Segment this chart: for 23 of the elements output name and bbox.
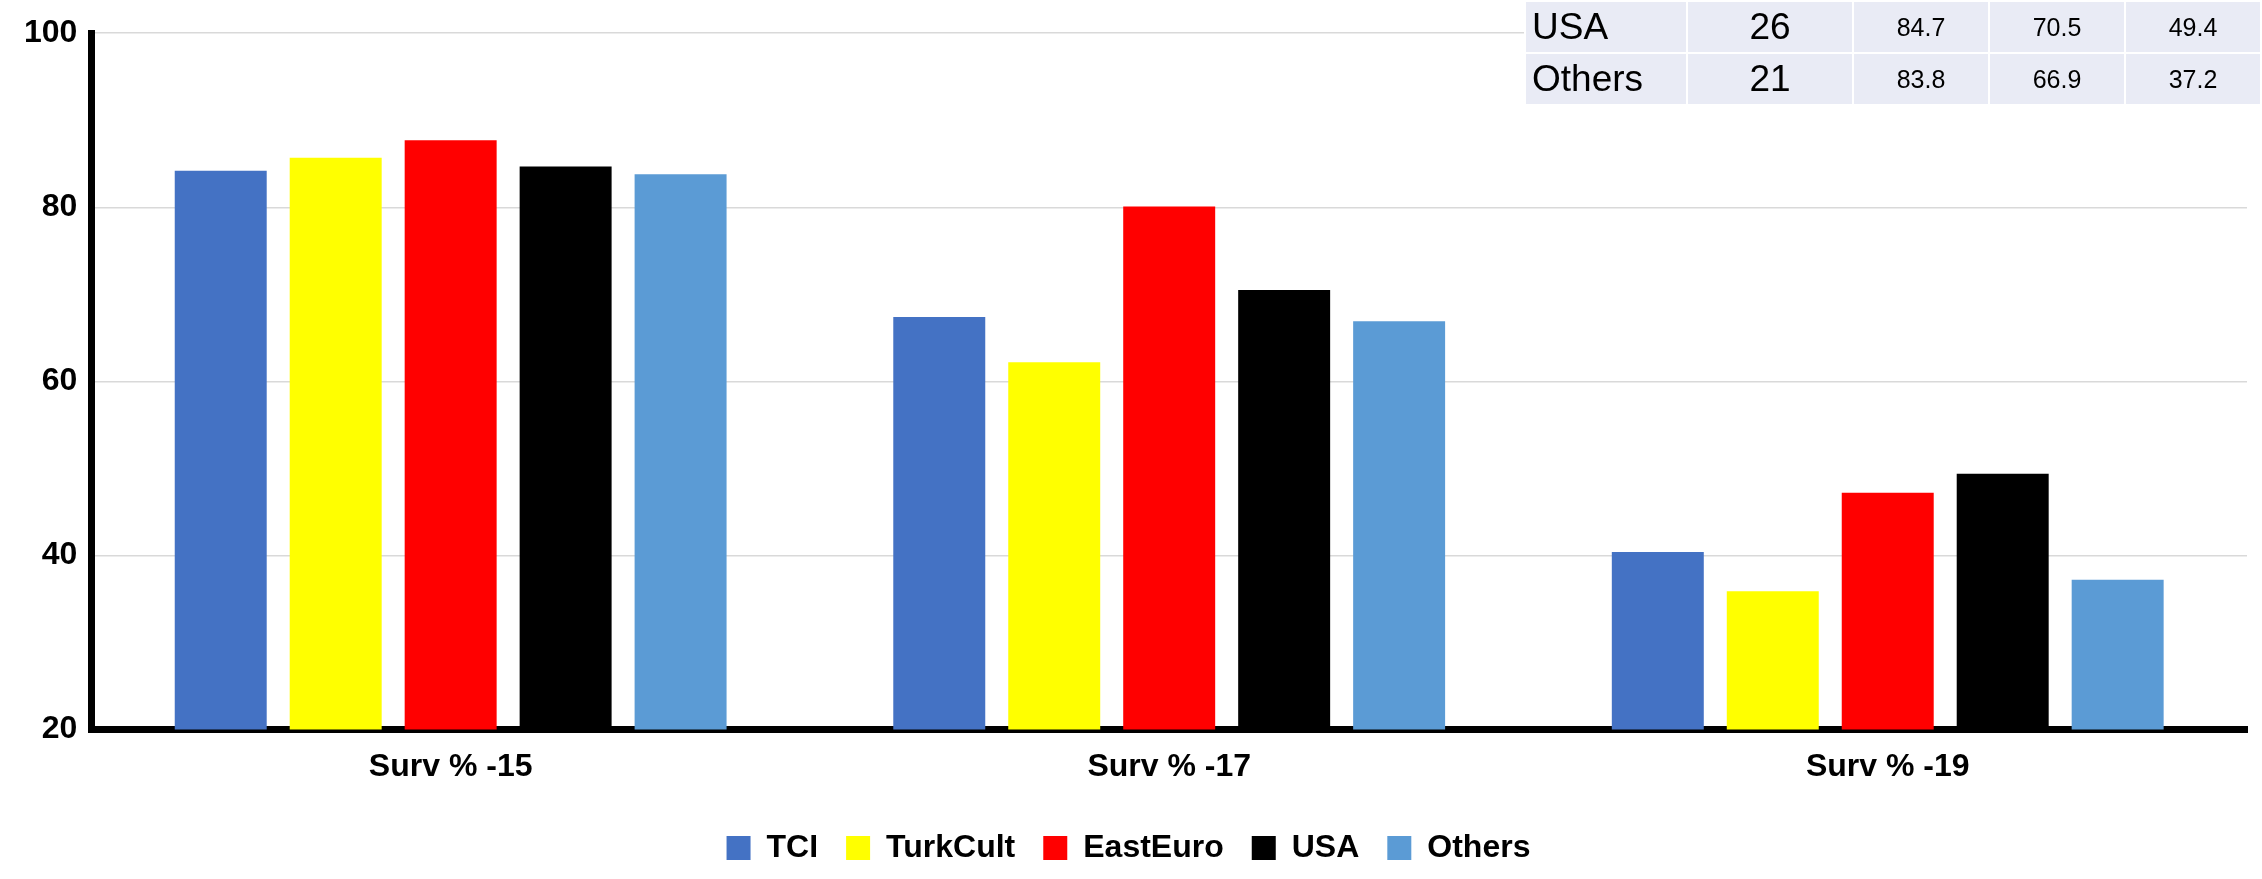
annotation: 49.4 [2125,1,2261,53]
annotation: 26 [1687,1,1853,53]
legend-label: TCI [766,827,819,864]
annotation: 37.2 [2125,53,2261,105]
y-tick-label: 100 [24,13,78,50]
x-tick-label: Surv % -15 [368,746,533,783]
x-tick-label: Surv % -17 [1087,746,1252,783]
legend-label: TurkCult [886,827,1016,864]
y-tick-label: 40 [41,535,78,572]
y-tick-label: 20 [41,709,78,746]
legend-label: USA [1291,827,1360,864]
x-tick-label: Surv % -19 [1805,746,1970,783]
annotation: 70.5 [1989,1,2125,53]
annotation: 21 [1687,53,1853,105]
annotation: 66.9 [1989,53,2125,105]
y-tick-label: 60 [41,361,78,398]
annotation: USA [1525,1,1687,53]
y-tick-label: 80 [41,187,78,224]
annotation: 83.8 [1853,53,1989,105]
legend-label: EastEuro [1083,827,1224,864]
annotation: Others [1525,53,1687,105]
annotation: 84.7 [1853,1,1989,53]
legend-label: Others [1427,827,1531,864]
